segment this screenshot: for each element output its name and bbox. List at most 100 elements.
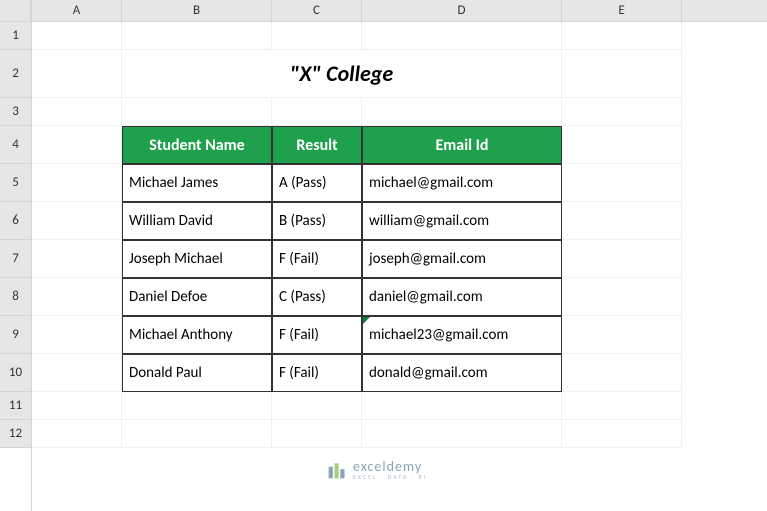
cell-result-0[interactable]: A (Pass) bbox=[272, 164, 362, 202]
col-header-a[interactable]: A bbox=[32, 0, 122, 21]
col-header-d[interactable]: D bbox=[362, 0, 562, 21]
cell-e3[interactable] bbox=[562, 98, 682, 126]
row-header-6[interactable]: 6 bbox=[0, 202, 31, 240]
row-header-12[interactable]: 12 bbox=[0, 420, 31, 448]
col-header-b[interactable]: B bbox=[122, 0, 272, 21]
row-header-4[interactable]: 4 bbox=[0, 126, 31, 164]
col-header-e[interactable]: E bbox=[562, 0, 682, 21]
grid-area: A B C D E "X" College bbox=[32, 0, 767, 511]
row-header-5[interactable]: 5 bbox=[0, 164, 31, 202]
cell-email-2[interactable]: joseph@gmail.com bbox=[362, 240, 562, 278]
cell-a9[interactable] bbox=[32, 316, 122, 354]
cell-b3[interactable] bbox=[122, 98, 272, 126]
cell-e4[interactable] bbox=[562, 126, 682, 164]
row-header-10[interactable]: 10 bbox=[0, 354, 31, 392]
row-1 bbox=[32, 22, 767, 50]
cell-a2[interactable] bbox=[32, 50, 122, 98]
row-5: Michael James A (Pass) michael@gmail.com bbox=[32, 164, 767, 202]
cell-email-3[interactable]: daniel@gmail.com bbox=[362, 278, 562, 316]
cell-e10[interactable] bbox=[562, 354, 682, 392]
row-header-9[interactable]: 9 bbox=[0, 316, 31, 354]
row-6: William David B (Pass) william@gmail.com bbox=[32, 202, 767, 240]
cell-e6[interactable] bbox=[562, 202, 682, 240]
row-9: Michael Anthony F (Fail) michael23@gmail… bbox=[32, 316, 767, 354]
cell-a12[interactable] bbox=[32, 420, 122, 448]
header-result[interactable]: Result bbox=[272, 126, 362, 164]
spreadsheet-grid: 1 2 3 4 5 6 7 8 9 10 11 12 A B C D E bbox=[0, 0, 767, 511]
exceldemy-logo-icon bbox=[327, 460, 347, 480]
cell-a5[interactable] bbox=[32, 164, 122, 202]
row-header-8[interactable]: 8 bbox=[0, 278, 31, 316]
cell-e2[interactable] bbox=[562, 50, 682, 98]
row-7: Joseph Michael F (Fail) joseph@gmail.com bbox=[32, 240, 767, 278]
cell-email-5[interactable]: donald@gmail.com bbox=[362, 354, 562, 392]
cell-result-1[interactable]: B (Pass) bbox=[272, 202, 362, 240]
row-4: Student Name Result Email Id bbox=[32, 126, 767, 164]
cell-email-0[interactable]: michael@gmail.com bbox=[362, 164, 562, 202]
row-header-1[interactable]: 1 bbox=[0, 22, 31, 50]
cell-email-4[interactable]: michael23@gmail.com bbox=[362, 316, 562, 354]
header-student-name[interactable]: Student Name bbox=[122, 126, 272, 164]
cell-e8[interactable] bbox=[562, 278, 682, 316]
row-12 bbox=[32, 420, 767, 448]
cell-c1[interactable] bbox=[272, 22, 362, 50]
cell-b12[interactable] bbox=[122, 420, 272, 448]
cell-e11[interactable] bbox=[562, 392, 682, 420]
cell-name-0[interactable]: Michael James bbox=[122, 164, 272, 202]
cell-name-1[interactable]: William David bbox=[122, 202, 272, 240]
cell-b11[interactable] bbox=[122, 392, 272, 420]
cell-b1[interactable] bbox=[122, 22, 272, 50]
row-3 bbox=[32, 98, 767, 126]
cell-a4[interactable] bbox=[32, 126, 122, 164]
cell-name-4[interactable]: Michael Anthony bbox=[122, 316, 272, 354]
select-all-corner[interactable] bbox=[0, 0, 31, 22]
cell-d12[interactable] bbox=[362, 420, 562, 448]
cell-d11[interactable] bbox=[362, 392, 562, 420]
cell-a8[interactable] bbox=[32, 278, 122, 316]
cell-e5[interactable] bbox=[562, 164, 682, 202]
cell-c11[interactable] bbox=[272, 392, 362, 420]
row-11 bbox=[32, 392, 767, 420]
cell-a3[interactable] bbox=[32, 98, 122, 126]
cell-email-4-text: michael23@gmail.com bbox=[369, 326, 508, 344]
row-header-11[interactable]: 11 bbox=[0, 392, 31, 420]
row-header-7[interactable]: 7 bbox=[0, 240, 31, 278]
watermark-text: exceldemy EXCEL · DATA · BI bbox=[353, 460, 427, 480]
row-header-3[interactable]: 3 bbox=[0, 98, 31, 126]
cell-e7[interactable] bbox=[562, 240, 682, 278]
cell-result-5[interactable]: F (Fail) bbox=[272, 354, 362, 392]
cell-a6[interactable] bbox=[32, 202, 122, 240]
cell-name-2[interactable]: Joseph Michael bbox=[122, 240, 272, 278]
watermark-sub: EXCEL · DATA · BI bbox=[353, 474, 427, 480]
cell-a1[interactable] bbox=[32, 22, 122, 50]
cell-result-4[interactable]: F (Fail) bbox=[272, 316, 362, 354]
cell-result-3[interactable]: C (Pass) bbox=[272, 278, 362, 316]
cell-c3[interactable] bbox=[272, 98, 362, 126]
header-email[interactable]: Email Id bbox=[362, 126, 562, 164]
cell-result-2[interactable]: F (Fail) bbox=[272, 240, 362, 278]
error-indicator-icon bbox=[363, 317, 370, 324]
row-8: Daniel Defoe C (Pass) daniel@gmail.com bbox=[32, 278, 767, 316]
cell-c12[interactable] bbox=[272, 420, 362, 448]
row-2: "X" College bbox=[32, 50, 767, 98]
cell-email-1[interactable]: william@gmail.com bbox=[362, 202, 562, 240]
cell-d1[interactable] bbox=[362, 22, 562, 50]
cell-a7[interactable] bbox=[32, 240, 122, 278]
cell-a11[interactable] bbox=[32, 392, 122, 420]
watermark: exceldemy EXCEL · DATA · BI bbox=[327, 460, 427, 480]
cell-e9[interactable] bbox=[562, 316, 682, 354]
cell-d3[interactable] bbox=[362, 98, 562, 126]
title-cell[interactable]: "X" College bbox=[122, 50, 562, 98]
cell-e1[interactable] bbox=[562, 22, 682, 50]
cell-e12[interactable] bbox=[562, 420, 682, 448]
watermark-main: exceldemy bbox=[353, 460, 427, 474]
grid-body[interactable]: "X" College Student Name Result Email Id bbox=[32, 22, 767, 511]
row-header-2[interactable]: 2 bbox=[0, 50, 31, 98]
cell-name-5[interactable]: Donald Paul bbox=[122, 354, 272, 392]
cell-a10[interactable] bbox=[32, 354, 122, 392]
col-header-c[interactable]: C bbox=[272, 0, 362, 21]
row-10: Donald Paul F (Fail) donald@gmail.com bbox=[32, 354, 767, 392]
cell-name-3[interactable]: Daniel Defoe bbox=[122, 278, 272, 316]
row-headers: 1 2 3 4 5 6 7 8 9 10 11 12 bbox=[0, 0, 32, 511]
column-headers: A B C D E bbox=[32, 0, 767, 22]
